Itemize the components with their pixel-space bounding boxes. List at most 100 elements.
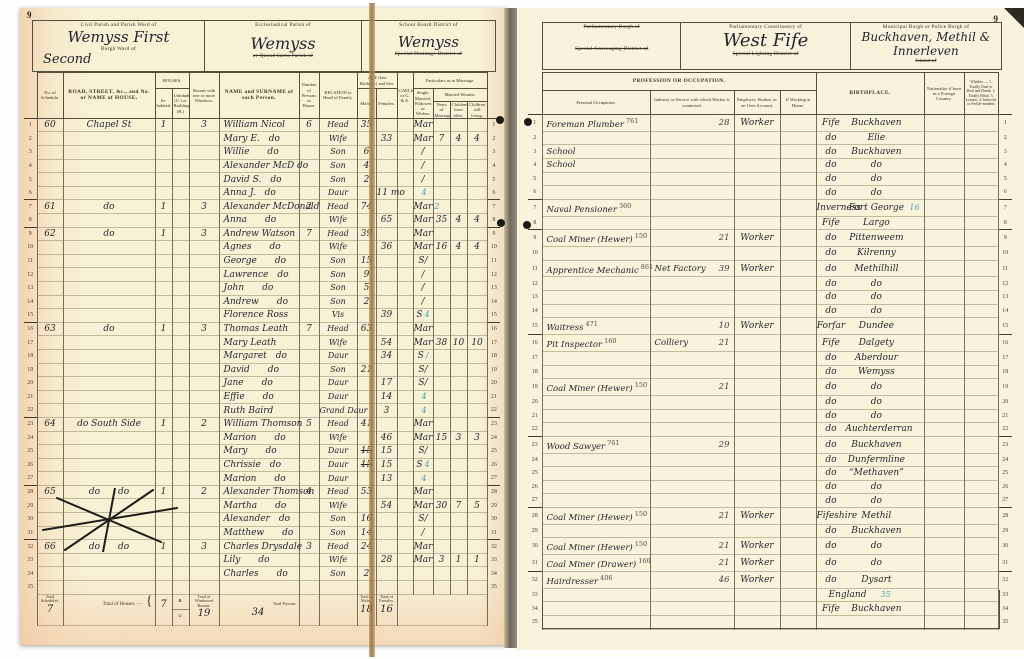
occupation-cell: Pit Inspector 160 <box>541 334 651 352</box>
left-page-number: 9 <box>27 10 32 20</box>
birth-county: do <box>825 495 837 506</box>
inhabited-cell: 1 <box>154 226 173 242</box>
gaelic-cell <box>396 131 414 147</box>
gaelic-cell <box>396 390 414 405</box>
relation-cell: Daur <box>318 376 358 391</box>
birth-place: do <box>870 173 882 184</box>
person-row: 21 Effie do Daur 14 4 21 <box>24 390 500 405</box>
age-female-cell <box>375 416 398 432</box>
persons-cell <box>298 267 320 282</box>
industry-code: 21 <box>718 541 730 552</box>
occupation-code: 471 <box>585 320 598 329</box>
years-married-cell: 7 <box>432 131 451 147</box>
employer-cell <box>733 435 781 454</box>
rooms-cell <box>188 471 220 486</box>
inhabited-cell <box>154 186 173 201</box>
rooms-cell <box>188 131 220 147</box>
uninhabited-cell <box>171 553 190 568</box>
gaelic-cell <box>396 416 414 432</box>
name-cell: Ruth Baird <box>218 403 300 418</box>
employer-cell <box>733 480 781 495</box>
rooms-cell <box>188 308 220 323</box>
birth-county: do <box>825 278 837 289</box>
ecclesiastical-struck: or Quoad Sacra Parish of <box>252 53 314 59</box>
employer-cell <box>733 351 781 366</box>
relation-cell: Son <box>318 281 358 296</box>
persons-cell <box>298 444 320 459</box>
row-number: 33 <box>531 592 538 599</box>
row-number: 5 <box>533 175 537 182</box>
birth-county: do <box>825 292 837 303</box>
road-cell <box>62 145 156 160</box>
occupation-row: 17 do Aberdour 17 <box>528 351 1012 366</box>
parliamentary-burgh-struck: Parliamentary Burgh of <box>583 24 640 30</box>
col-schedule: No. of Schedule. <box>36 72 64 119</box>
occupation-cell <box>541 290 651 305</box>
rooms-cell <box>188 566 220 582</box>
row-number: 3 <box>492 149 496 156</box>
gaelic-cell <box>396 199 414 214</box>
margin-col <box>528 73 542 115</box>
rooms-cell <box>188 390 220 405</box>
col-name: NAME and SURNAME of each Person. <box>218 72 300 119</box>
occupation-row: 16 Pit Inspector 160 Colliery 21 Fife Dalgety 1… <box>528 334 1012 352</box>
inhabited-cell <box>154 444 173 459</box>
children-living-cell: 5 <box>466 498 488 514</box>
name-cell: Charles Drysdale <box>218 539 302 554</box>
col-gaelic: GAELIC or G. & E. <box>396 72 414 119</box>
row-number: 29 <box>1002 528 1009 535</box>
birthplace-cell: do do <box>815 290 925 305</box>
birth-county: do <box>825 160 837 171</box>
row-number: 3 <box>533 148 537 155</box>
occupation-row: 18 do Wemyss 18 <box>528 365 1012 380</box>
uninhabited-cell <box>171 199 190 214</box>
schedule-cell <box>36 281 64 296</box>
rooms-cell <box>188 186 220 201</box>
children-living-cell: 4 <box>466 240 488 255</box>
birth-county: do <box>825 468 837 479</box>
total-houses-label-cell: Total of Houses, — { <box>62 593 156 626</box>
municipal-burgh-section: Municipal Burgh or Police Burgh of Buckh… <box>849 23 1001 69</box>
children-living-cell <box>466 471 488 486</box>
children-living-cell <box>466 159 488 174</box>
road-cell <box>62 376 156 391</box>
name-cell: Effie do <box>218 390 300 405</box>
years-married-cell <box>432 226 451 242</box>
marriage-cell <box>412 566 434 582</box>
nationality-cell <box>923 144 965 160</box>
persons-cell <box>298 186 320 201</box>
years-married-cell: 16 <box>432 240 451 255</box>
name-cell: Alexander do <box>218 512 300 527</box>
left-census-table: No. of Schedule. ROAD, STREET, &c., and … <box>24 72 501 626</box>
employer-cell <box>733 378 781 396</box>
occupation-row: 4 School do do 4 <box>528 158 1012 173</box>
uninhabited-cell <box>171 431 190 446</box>
occupation-row: 14 do do 14 <box>528 304 1012 319</box>
children-born-cell <box>449 295 468 310</box>
children-born-cell: 3 <box>449 431 468 446</box>
row-number: 31 <box>1002 559 1009 566</box>
rooms-cell <box>188 553 220 568</box>
rooms-cell <box>188 295 220 310</box>
years-married-cell <box>432 295 451 310</box>
home-cell <box>779 378 817 396</box>
binding-tape <box>369 3 375 657</box>
birth-place: Elie <box>867 133 886 144</box>
occupation-cell <box>541 276 651 292</box>
row-number: 23 <box>528 435 542 454</box>
birth-place: do <box>870 160 882 171</box>
children-born-cell <box>449 526 468 541</box>
infirmity-cell <box>963 276 999 292</box>
industry-code: 21 <box>718 510 730 521</box>
name-cell: Martha do <box>218 498 300 514</box>
marriage-cell: Mar <box>412 498 434 514</box>
nationality-cell <box>923 409 965 424</box>
rooms-cell: 3 <box>188 321 220 337</box>
occupation-cell: Coal Miner (Drawer) 160 <box>541 554 651 572</box>
marriage-cell: 4 <box>412 390 434 405</box>
children-born-cell <box>449 444 468 459</box>
relation-cell: Head <box>318 321 358 337</box>
schedule-cell <box>36 159 64 174</box>
occupation-cell <box>541 524 651 539</box>
